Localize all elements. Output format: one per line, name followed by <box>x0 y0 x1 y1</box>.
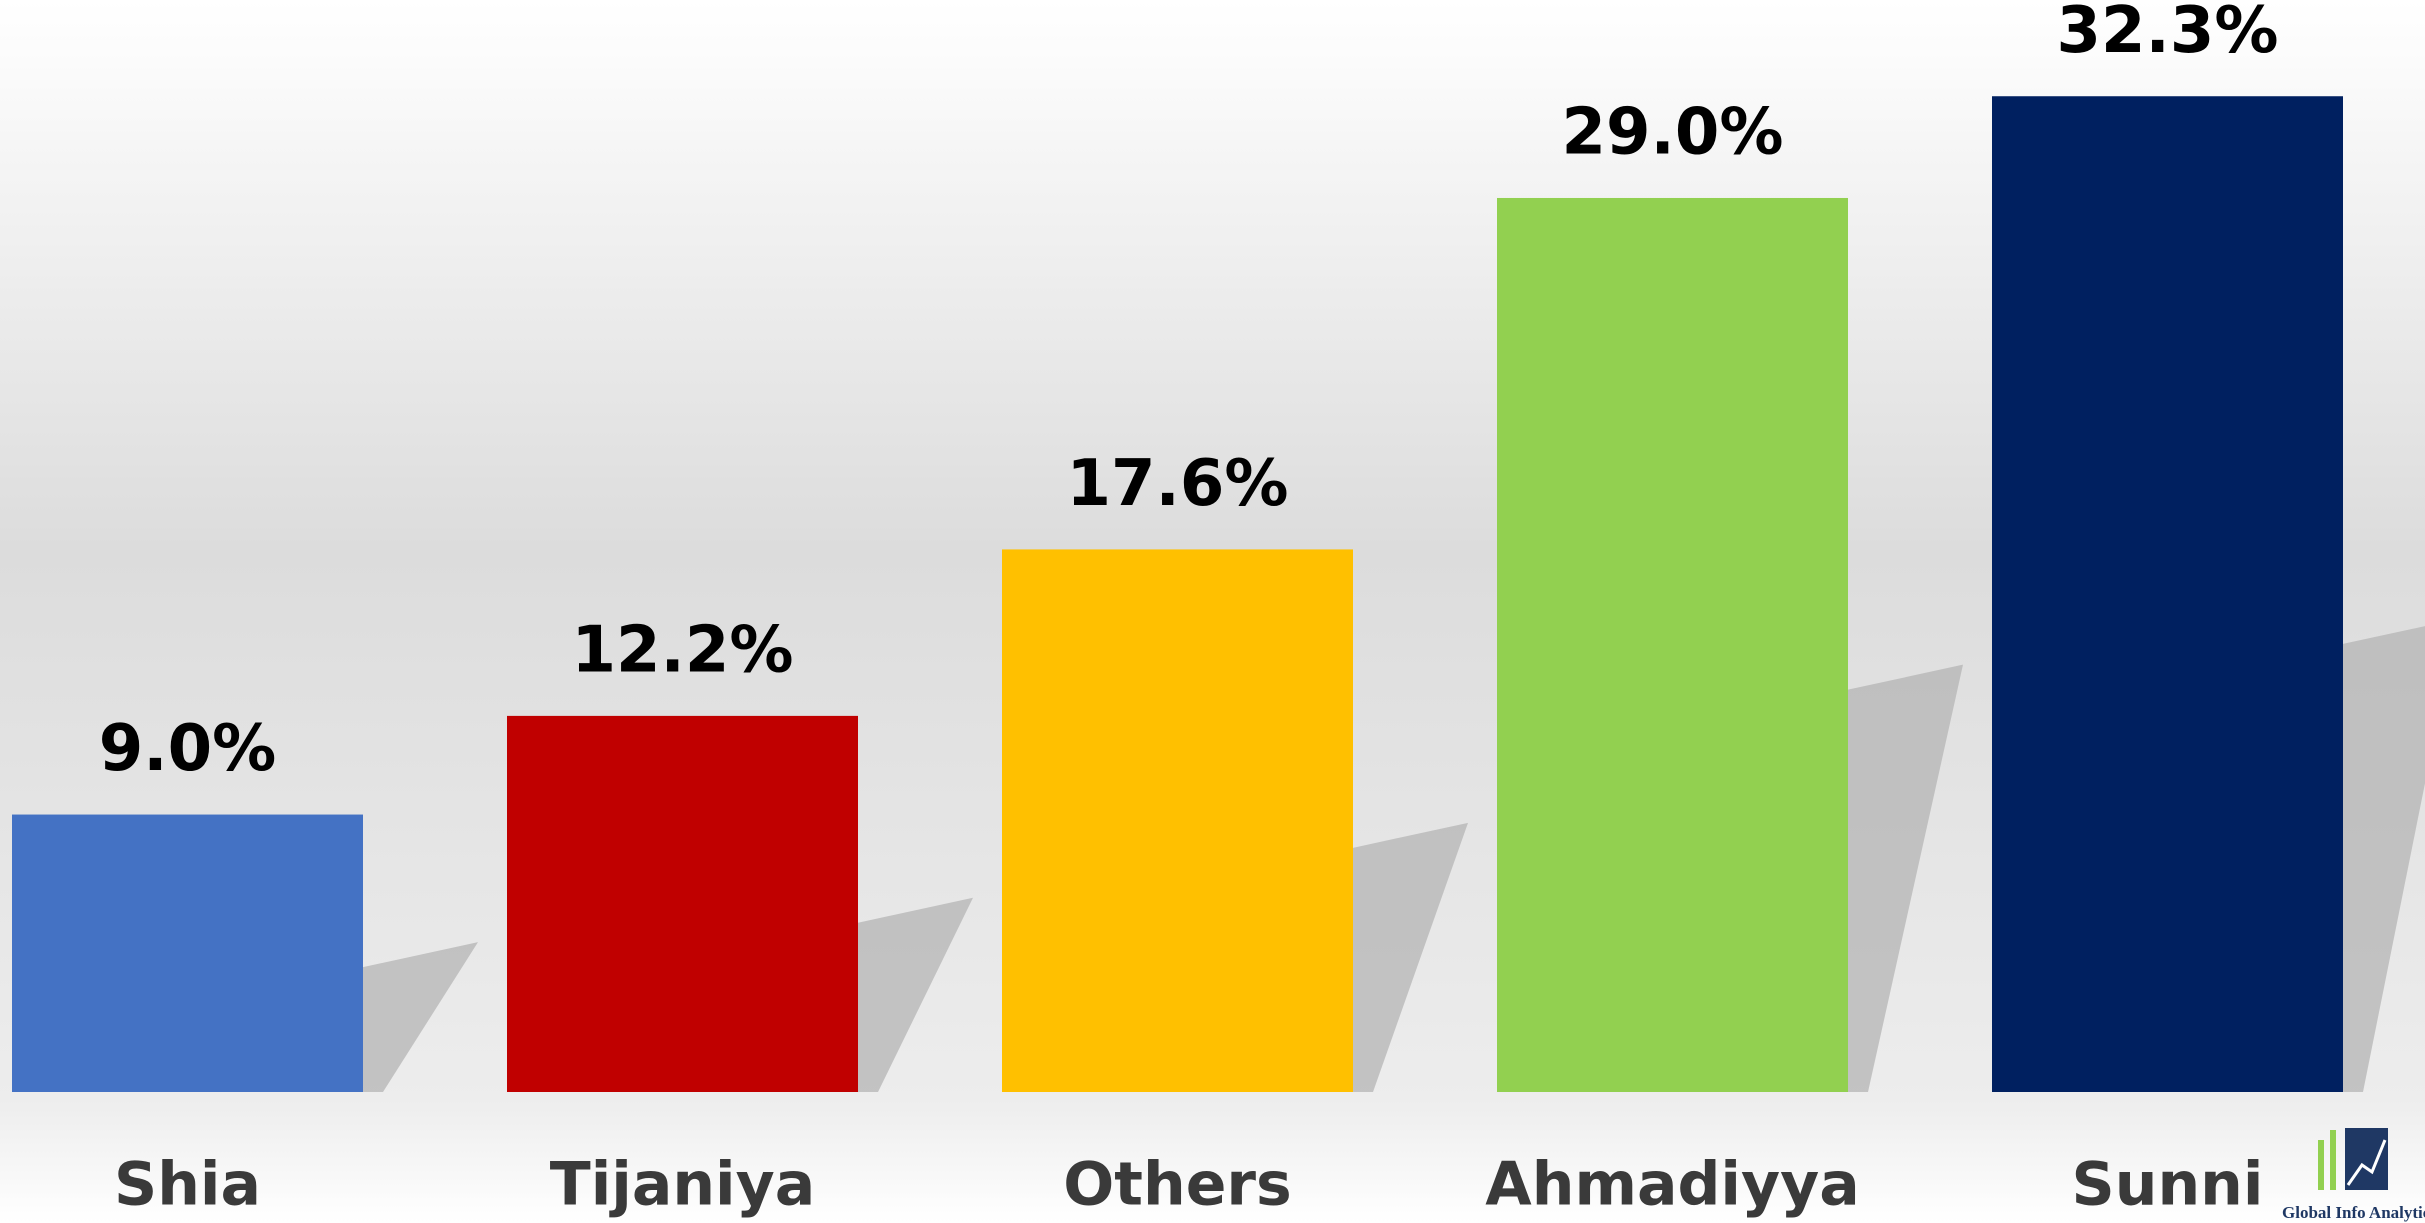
logo-text: Global Info Analytics <box>2282 1203 2425 1222</box>
bar-shadow <box>1848 664 1963 1092</box>
logo: Global Info Analytics <box>2282 1128 2425 1222</box>
bar-shadow <box>858 897 973 1092</box>
bar <box>12 814 363 1092</box>
x-tick-label: Ahmadiyya <box>1485 1150 1859 1220</box>
bar <box>1002 549 1353 1092</box>
bar <box>1497 197 1848 1092</box>
value-label: 29.0% <box>1561 96 1783 170</box>
bar <box>507 715 858 1092</box>
x-tick-label: Others <box>1063 1150 1291 1220</box>
value-label: 12.2% <box>571 613 793 687</box>
x-tick-label: Sunni <box>2072 1150 2264 1220</box>
x-tick-label: Tijaniya <box>550 1150 815 1220</box>
bar-shadow <box>1353 822 1468 1092</box>
value-label: 9.0% <box>99 712 277 786</box>
bar-shadow <box>363 942 478 1092</box>
value-label: 32.3% <box>2056 0 2278 68</box>
bar <box>1992 96 2343 1093</box>
value-label: 17.6% <box>1066 447 1288 521</box>
bar-shadow <box>2343 626 2425 1092</box>
x-tick-label: Shia <box>114 1150 261 1220</box>
